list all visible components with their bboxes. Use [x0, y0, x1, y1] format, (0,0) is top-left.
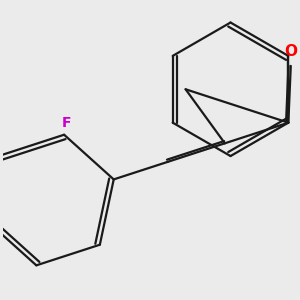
- Text: F: F: [62, 116, 71, 130]
- Text: O: O: [284, 44, 297, 59]
